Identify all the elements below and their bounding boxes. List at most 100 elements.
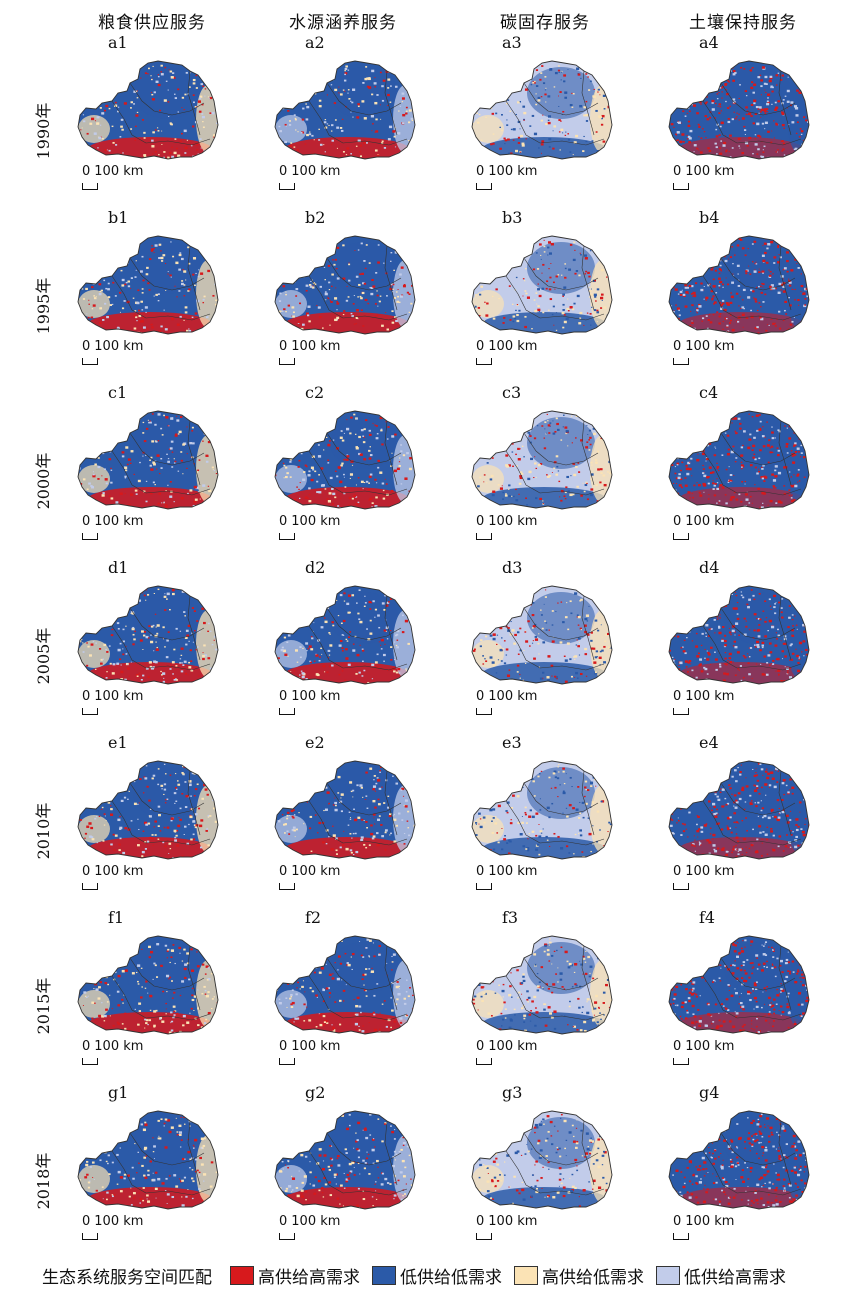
map-pixel — [200, 272, 204, 275]
map-pixel — [503, 662, 507, 665]
map-pixel — [708, 606, 711, 608]
map-pixel — [750, 589, 753, 591]
map-pixel — [281, 310, 284, 312]
map-pixel — [702, 464, 704, 467]
map-pixel — [697, 254, 700, 257]
map-pixel — [480, 139, 483, 142]
map-pixel — [188, 640, 190, 642]
map-pixel — [712, 336, 715, 338]
map-pixel — [165, 80, 168, 82]
map-pixel — [669, 94, 670, 98]
map-pixel — [300, 90, 304, 93]
map-pixel — [122, 628, 125, 631]
map-pixel — [205, 460, 209, 463]
map-pixel — [272, 282, 273, 283]
map-pixel — [595, 461, 598, 464]
map-pixel — [691, 599, 695, 602]
map-pixel — [724, 644, 727, 647]
map-pixel — [599, 481, 602, 484]
map-pixel — [788, 281, 792, 284]
map-pixel — [294, 335, 296, 337]
map-pixel — [783, 680, 786, 682]
map-pixel — [680, 647, 683, 649]
map-pixel — [748, 647, 751, 649]
map-pixel — [787, 328, 790, 330]
map-pixel — [809, 151, 812, 153]
map-pixel — [321, 418, 325, 422]
map-pixel — [564, 498, 567, 500]
map-pixel — [760, 506, 764, 509]
map-pixel — [526, 504, 528, 506]
map-pixel — [154, 484, 156, 486]
map-pixel — [771, 431, 774, 434]
map-pixel — [407, 642, 410, 645]
map-pixel — [214, 66, 216, 68]
map-pixel — [707, 635, 710, 637]
map-pixel — [499, 487, 503, 490]
map-pixel — [687, 605, 689, 607]
map-pixel — [610, 258, 612, 261]
map-pixel — [201, 607, 205, 610]
map-pixel — [159, 109, 161, 112]
map-pixel — [557, 470, 560, 472]
map-panel: c4 0 100 km — [653, 383, 853, 548]
map-pixel — [763, 480, 766, 482]
map-pixel — [379, 416, 383, 420]
map-pixel — [665, 101, 666, 102]
map-pixel — [131, 601, 134, 604]
map-pixel — [777, 628, 779, 631]
map-pixel — [180, 321, 182, 322]
map-pixel — [574, 658, 576, 660]
map-pixel — [740, 307, 742, 310]
map-pixel — [473, 257, 475, 259]
map-pixel — [696, 458, 700, 462]
map-boundary-line — [505, 275, 605, 321]
map-pixel — [739, 665, 743, 667]
map-pixel — [663, 98, 665, 99]
map-pixel — [695, 310, 697, 312]
map-pixel — [793, 418, 795, 419]
map-pixel — [170, 76, 174, 79]
map-pixel — [344, 648, 348, 651]
map-pixel — [514, 589, 517, 591]
map-pixel — [299, 646, 302, 648]
map-pixel — [346, 147, 350, 150]
map-pixel — [102, 492, 105, 495]
map-pixel — [590, 478, 592, 480]
map-pixel — [738, 279, 740, 281]
map-pixel — [745, 625, 748, 628]
map-pixel — [752, 290, 755, 293]
map-pixel — [725, 100, 727, 103]
map-pixel — [596, 288, 600, 291]
map-pixel — [185, 629, 189, 632]
map-pixel — [203, 295, 206, 298]
map-pixel — [601, 249, 604, 252]
map-pixel — [549, 252, 552, 255]
map-pixel — [299, 482, 301, 484]
map-pixel — [505, 608, 508, 612]
map-pixel — [673, 310, 675, 312]
map-pixel — [155, 626, 157, 628]
map-pixel — [178, 253, 182, 257]
map-pixel — [806, 240, 808, 242]
map-pixel — [728, 479, 731, 482]
map-pixel — [531, 627, 534, 629]
map-pixel — [201, 159, 204, 161]
map-pixel — [85, 254, 88, 257]
map-pixel — [585, 446, 589, 449]
map-pixel — [121, 156, 124, 159]
map-pixel — [747, 662, 750, 664]
map-pixel — [390, 658, 393, 661]
map-pixel — [794, 299, 796, 301]
year-label: 2005年 — [34, 627, 53, 685]
map-pixel — [705, 635, 707, 637]
map-pixel — [765, 329, 768, 332]
map-pixel — [120, 664, 122, 666]
map-pixel — [217, 249, 218, 252]
map-outline — [274, 585, 416, 685]
map-pixel — [783, 154, 786, 156]
map-pixel — [366, 628, 368, 630]
scale-distance: 100 km — [291, 164, 341, 179]
map-pixel — [731, 239, 733, 241]
map-pixel — [724, 83, 728, 86]
